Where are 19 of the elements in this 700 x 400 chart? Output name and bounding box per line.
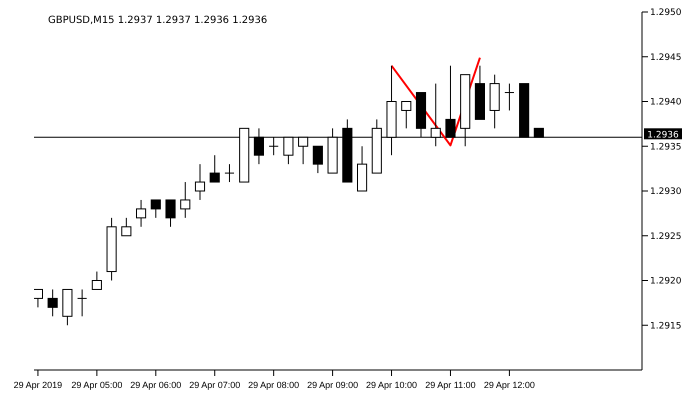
x-tick-label: 29 Apr 06:00 (130, 380, 182, 390)
x-tick-label: 29 Apr 07:00 (189, 380, 240, 390)
y-tick-label: 1.2925 (650, 232, 682, 242)
x-tick-label: 29 Apr 09:00 (307, 380, 358, 390)
x-tick-label: 29 Apr 11:00 (425, 380, 476, 390)
y-tick-label: 1.2915 (650, 321, 682, 332)
x-tick-label: 29 Apr 05:00 (71, 380, 122, 390)
y-tick-label: 1.2920 (650, 276, 682, 287)
x-tick-label: 29 Apr 12:00 (484, 380, 535, 390)
y-tick-label: 1.2930 (650, 187, 682, 198)
x-tick-label: 29 Apr 08:00 (248, 380, 300, 390)
chart-title: GBPUSD,M15 1.2937 1.2937 1.2936 1.2936 (48, 15, 268, 26)
ref-line-label: 1.2936 (647, 130, 680, 140)
x-tick-label: 29 Apr 2019 (14, 380, 62, 390)
x-tick-label: 29 Apr 10:00 (366, 380, 418, 390)
y-tick-label: 1.2945 (650, 52, 682, 63)
y-tick-label: 1.2950 (650, 8, 682, 18)
y-tick-label: 1.2935 (650, 142, 682, 152)
y-tick-label: 1.2940 (650, 98, 682, 108)
